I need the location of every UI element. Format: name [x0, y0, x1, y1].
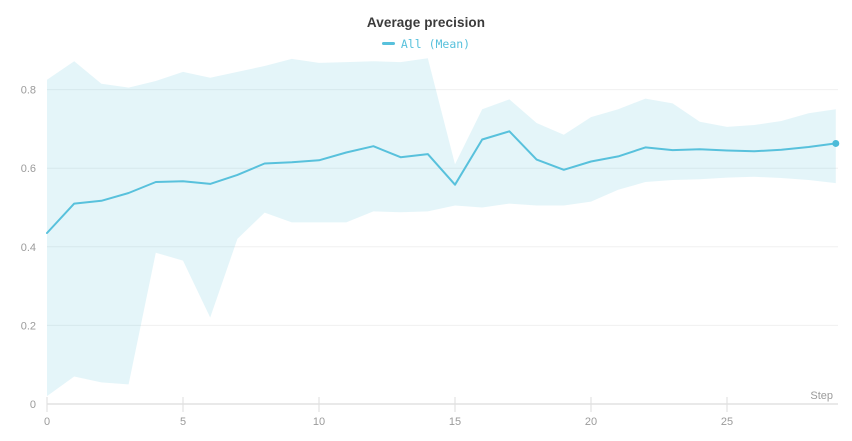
- end-point-marker: [832, 139, 840, 147]
- y-tick-label: 0.8: [21, 85, 36, 97]
- y-tick-label: 0: [30, 399, 36, 411]
- legend-item-all-mean[interactable]: All (Mean): [381, 36, 471, 51]
- y-tick-label: 0.2: [21, 320, 36, 332]
- x-tick-label: 5: [180, 416, 186, 428]
- x-tick-label: 0: [44, 416, 50, 428]
- confidence-band: [47, 58, 836, 397]
- legend-line-swatch-icon: [381, 42, 395, 45]
- x-tick-label: 15: [449, 416, 461, 428]
- chart-title: Average precision: [366, 15, 486, 30]
- x-tick-label: 20: [585, 416, 597, 428]
- x-tick-label: 25: [721, 416, 733, 428]
- x-axis-title: Step: [810, 390, 833, 402]
- chart-header: Average precision All (Mean): [0, 14, 852, 51]
- legend-label: All (Mean): [400, 36, 471, 51]
- y-tick-label: 0.6: [21, 163, 36, 175]
- x-tick-label: 10: [313, 416, 325, 428]
- y-tick-label: 0.4: [21, 242, 36, 254]
- mean-line: [46, 130, 837, 234]
